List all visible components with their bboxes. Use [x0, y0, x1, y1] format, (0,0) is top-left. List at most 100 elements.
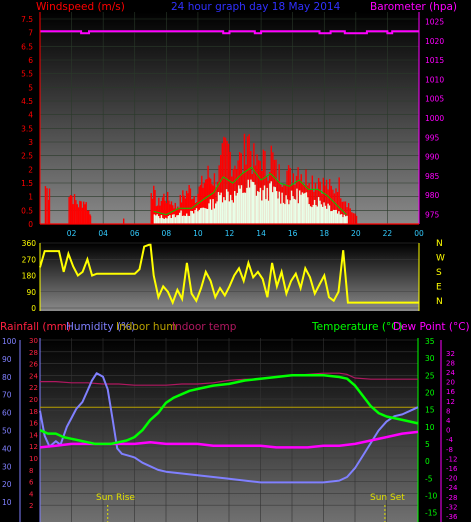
- sunrise-annotation: Sun Rise: [96, 493, 135, 503]
- wind-avg-bar: [282, 202, 285, 224]
- wind-max-bar: [223, 136, 225, 224]
- wind-avg-bar: [321, 206, 324, 224]
- wind-avg-bar: [316, 206, 318, 224]
- rain-tick-label: 6: [29, 479, 34, 487]
- wind-avg-bar: [270, 181, 272, 224]
- wind-avg-bar: [177, 215, 179, 224]
- wind-max-bar: [351, 212, 353, 224]
- time-tick-label: 14: [256, 229, 266, 238]
- wind-tick-label: 6: [28, 56, 33, 65]
- wind-avg-bar: [206, 208, 209, 224]
- wind-avg-bar: [328, 205, 331, 224]
- sunset-annotation: Sun Set: [370, 493, 405, 503]
- wind-max-bar: [154, 190, 156, 224]
- wind-avg-bar: [220, 192, 222, 224]
- humidity-tick-label: 20: [2, 480, 12, 489]
- wind-max-bar: [85, 202, 87, 224]
- rain-tick-label: 24: [29, 372, 38, 380]
- wind-avg-bar: [345, 216, 347, 224]
- wind-avg-bar: [228, 201, 230, 224]
- wind-max-bar: [311, 175, 314, 224]
- wind-avg-bar: [331, 211, 333, 224]
- wind-max-bar: [199, 184, 202, 224]
- wind-avg-bar: [274, 187, 277, 224]
- wind-tick-label: 1: [28, 193, 33, 202]
- rain-tick-label: 18: [29, 408, 38, 416]
- humidity-tick-label: 40: [2, 444, 12, 453]
- humidity-tick-label: 90: [2, 355, 12, 364]
- wind-max-bar: [165, 203, 168, 224]
- rain-tick-label: 10: [29, 455, 38, 463]
- time-tick-label: 12: [225, 229, 235, 238]
- wind-avg-bar: [236, 192, 239, 224]
- wind-max-bar: [46, 188, 48, 224]
- wind-avg-bar: [232, 202, 235, 224]
- wind-max-bar: [221, 143, 224, 224]
- compass-letter: N: [436, 297, 443, 307]
- wind-max-bar: [352, 213, 355, 224]
- wind-max-bar: [332, 189, 334, 224]
- wind-max-bar: [324, 185, 326, 224]
- wind-avg-bar: [326, 208, 328, 224]
- wind-tick-label: 7.5: [21, 15, 33, 24]
- wind-max-bar: [328, 178, 331, 224]
- wind-max-bar: [238, 152, 241, 224]
- compass-letter: E: [436, 283, 442, 293]
- wind-avg-bar: [163, 218, 165, 224]
- wind-max-bar: [122, 218, 125, 224]
- wind-avg-bar: [171, 214, 174, 224]
- temperature-tick-label: -10: [425, 491, 437, 500]
- rain-tick-label: 22: [29, 384, 38, 392]
- barometer-tick-label: 990: [425, 153, 440, 162]
- wind-max-bar: [169, 204, 171, 224]
- wind-max-bar: [286, 170, 288, 224]
- wind-max-bar: [174, 202, 176, 224]
- wind-avg-bar: [286, 199, 289, 224]
- humidity-tick-label: 30: [2, 462, 12, 471]
- wind-max-bar: [232, 168, 235, 224]
- barometer-tick-label: 985: [425, 172, 440, 181]
- wind-avg-bar: [313, 199, 316, 224]
- direction-line: [39, 243, 419, 306]
- wind-max-bar: [347, 203, 350, 224]
- wind-avg-bar: [312, 204, 314, 224]
- wind-max-bar: [153, 185, 155, 224]
- wind-max-bar: [183, 195, 185, 224]
- wind-max-bar: [289, 168, 291, 224]
- time-tick-label: 18: [319, 229, 329, 238]
- wind-avg-bar: [320, 204, 323, 224]
- temperature-tick-label: 25: [425, 371, 435, 380]
- wind-avg-bar: [311, 207, 313, 224]
- wind-avg-bar: [292, 196, 294, 224]
- wind-avg-bar: [289, 200, 291, 224]
- wind-avg-bar: [187, 215, 189, 224]
- wind-avg-bar: [262, 190, 264, 224]
- dewpoint-axis-title: Dew Point (°C): [393, 321, 470, 333]
- wind-avg-bar: [170, 218, 172, 224]
- wind-avg-bar: [160, 215, 163, 224]
- humidity-tick-label: 80: [2, 373, 12, 382]
- wind-tick-label: 3.5: [21, 124, 33, 133]
- wind-avg-bar: [330, 211, 332, 224]
- wind-avg-bar: [342, 217, 344, 224]
- wind-avg-bar: [216, 201, 218, 224]
- temperature-axis-title: Temperature (°C): [311, 321, 403, 333]
- wind-avg-bar: [281, 192, 283, 224]
- wind-max-bar: [355, 215, 358, 224]
- wind-avg-bar: [255, 195, 258, 224]
- barometer-tick-label: 1010: [425, 75, 444, 84]
- wind-avg-bar: [181, 215, 184, 224]
- wind-avg-bar: [155, 215, 157, 224]
- temperature-tick-label: -5: [425, 474, 433, 483]
- wind-avg-bar: [336, 213, 339, 224]
- wind-max-bar: [207, 165, 209, 224]
- rainfall-axis-title: Rainfall (mm): [0, 321, 71, 333]
- wind-avg-bar: [340, 214, 343, 224]
- wind-avg-bar: [332, 209, 335, 224]
- wind-max-bar: [76, 204, 78, 224]
- wind-avg-bar: [212, 199, 214, 224]
- wind-tick-label: 7: [28, 29, 33, 38]
- wind-avg-bar: [209, 199, 212, 224]
- wind-tick-label: 5.5: [21, 70, 33, 79]
- wind-max-bar: [340, 198, 342, 224]
